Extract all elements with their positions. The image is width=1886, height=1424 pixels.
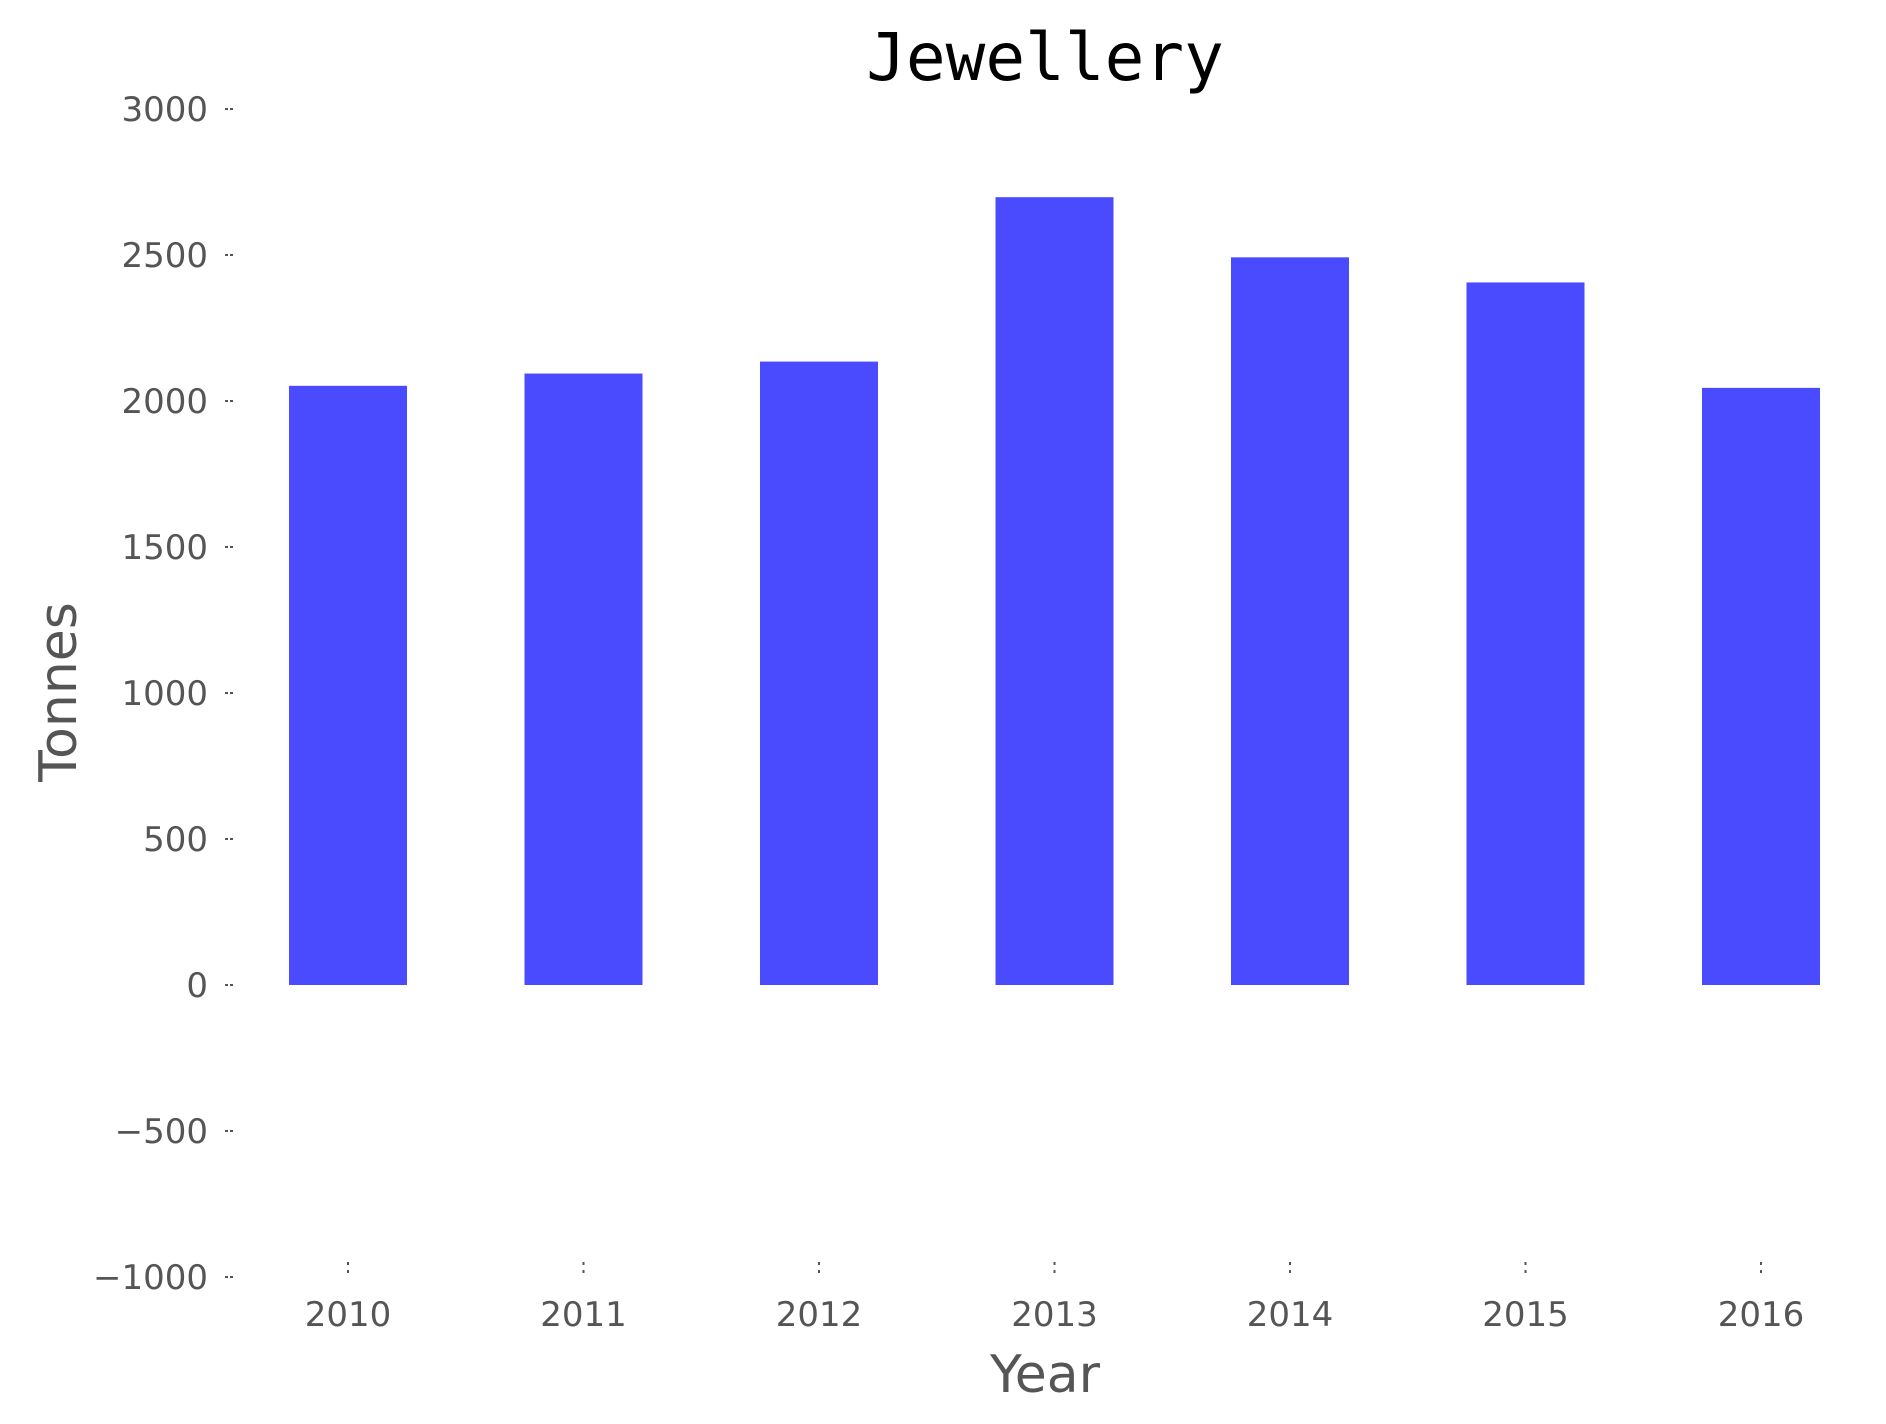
y-tick-mark (225, 984, 228, 986)
bar-2016 (1702, 387, 1820, 985)
x-tick-mark (347, 1262, 349, 1265)
x-tick-label: 2010 (305, 1295, 392, 1335)
y-tick-label: −1000 (93, 1258, 208, 1298)
x-tick-label: 2016 (1718, 1295, 1805, 1335)
chart-title: Jewellery (866, 19, 1224, 96)
x-tick-label: 2014 (1247, 1295, 1334, 1335)
y-tick-mark (225, 254, 228, 256)
bars (289, 197, 1820, 986)
y-tick-mark (225, 108, 228, 110)
x-tick-mark (1289, 1262, 1291, 1265)
x-tick-mark (1053, 1262, 1056, 1265)
y-tick: −1000 (93, 1258, 233, 1298)
y-axis-label: Tonnes (29, 602, 89, 783)
y-tick: −500 (115, 1112, 233, 1152)
x-tick-mark (582, 1262, 585, 1265)
x-axis-label: Year (989, 1345, 1101, 1405)
y-tick-mark (225, 400, 228, 402)
y-tick-mark (230, 546, 233, 548)
x-tick-mark (1524, 1262, 1527, 1265)
x-tick: 2012 (776, 1262, 863, 1335)
x-tick: 2014 (1247, 1262, 1334, 1335)
x-tick-mark (582, 1270, 585, 1273)
y-tick-mark (225, 1130, 228, 1132)
bar-2015 (1466, 282, 1585, 985)
y-tick-mark (230, 1276, 233, 1278)
y-tick-mark (230, 838, 233, 840)
y-tick-mark (230, 254, 233, 256)
y-tick-label: 1500 (121, 528, 208, 568)
y-tick-mark (230, 984, 233, 986)
x-tick-mark (1760, 1262, 1762, 1265)
bar-2010 (289, 385, 407, 985)
x-tick-mark (818, 1270, 820, 1273)
y-tick-label: 3000 (121, 90, 208, 130)
x-tick-mark (1289, 1270, 1291, 1273)
x-tick-label: 2013 (1011, 1295, 1098, 1335)
x-tick: 2010 (305, 1262, 392, 1335)
y-tick: 1500 (121, 528, 233, 568)
y-tick-label: 1000 (121, 674, 208, 714)
x-tick: 2016 (1718, 1262, 1805, 1335)
x-tick-mark (1053, 1270, 1056, 1273)
y-tick-label: −500 (115, 1112, 208, 1152)
y-tick-mark (230, 692, 233, 694)
x-tick-mark (347, 1270, 349, 1273)
y-tick: 500 (143, 820, 233, 860)
x-tick-mark (1524, 1270, 1527, 1273)
y-tick-label: 2500 (121, 236, 208, 276)
y-tick: 3000 (121, 90, 233, 130)
y-tick-mark (230, 1130, 233, 1132)
y-axis: 3000 2500 2000 1500 1000 500 0 −500 −1000 (93, 90, 233, 1298)
y-tick: 1000 (121, 674, 233, 714)
bar-2014 (1231, 257, 1349, 985)
y-tick-mark (225, 546, 228, 548)
y-tick-label: 0 (186, 966, 208, 1006)
bar-2011 (524, 373, 643, 985)
bar-2013 (995, 197, 1114, 985)
y-tick: 0 (186, 966, 233, 1006)
y-tick-mark (230, 400, 233, 402)
y-tick-mark (230, 108, 233, 110)
y-tick: 2000 (121, 382, 233, 422)
x-axis: 2010 2011 2012 2013 2014 2015 2016 (305, 1262, 1805, 1335)
y-tick: 2500 (121, 236, 233, 276)
x-tick: 2015 (1482, 1262, 1569, 1335)
y-tick-mark (225, 838, 228, 840)
x-tick-mark (1760, 1270, 1762, 1273)
bar-2012 (760, 361, 878, 986)
x-tick-mark (818, 1262, 820, 1265)
x-tick-label: 2015 (1482, 1295, 1569, 1335)
y-tick-label: 2000 (121, 382, 208, 422)
x-tick: 2011 (540, 1262, 627, 1335)
y-tick-mark (225, 1276, 228, 1278)
x-tick: 2013 (1011, 1262, 1098, 1335)
x-tick-label: 2011 (540, 1295, 627, 1335)
y-tick-mark (225, 692, 228, 694)
y-tick-label: 500 (143, 820, 208, 860)
x-tick-label: 2012 (776, 1295, 863, 1335)
